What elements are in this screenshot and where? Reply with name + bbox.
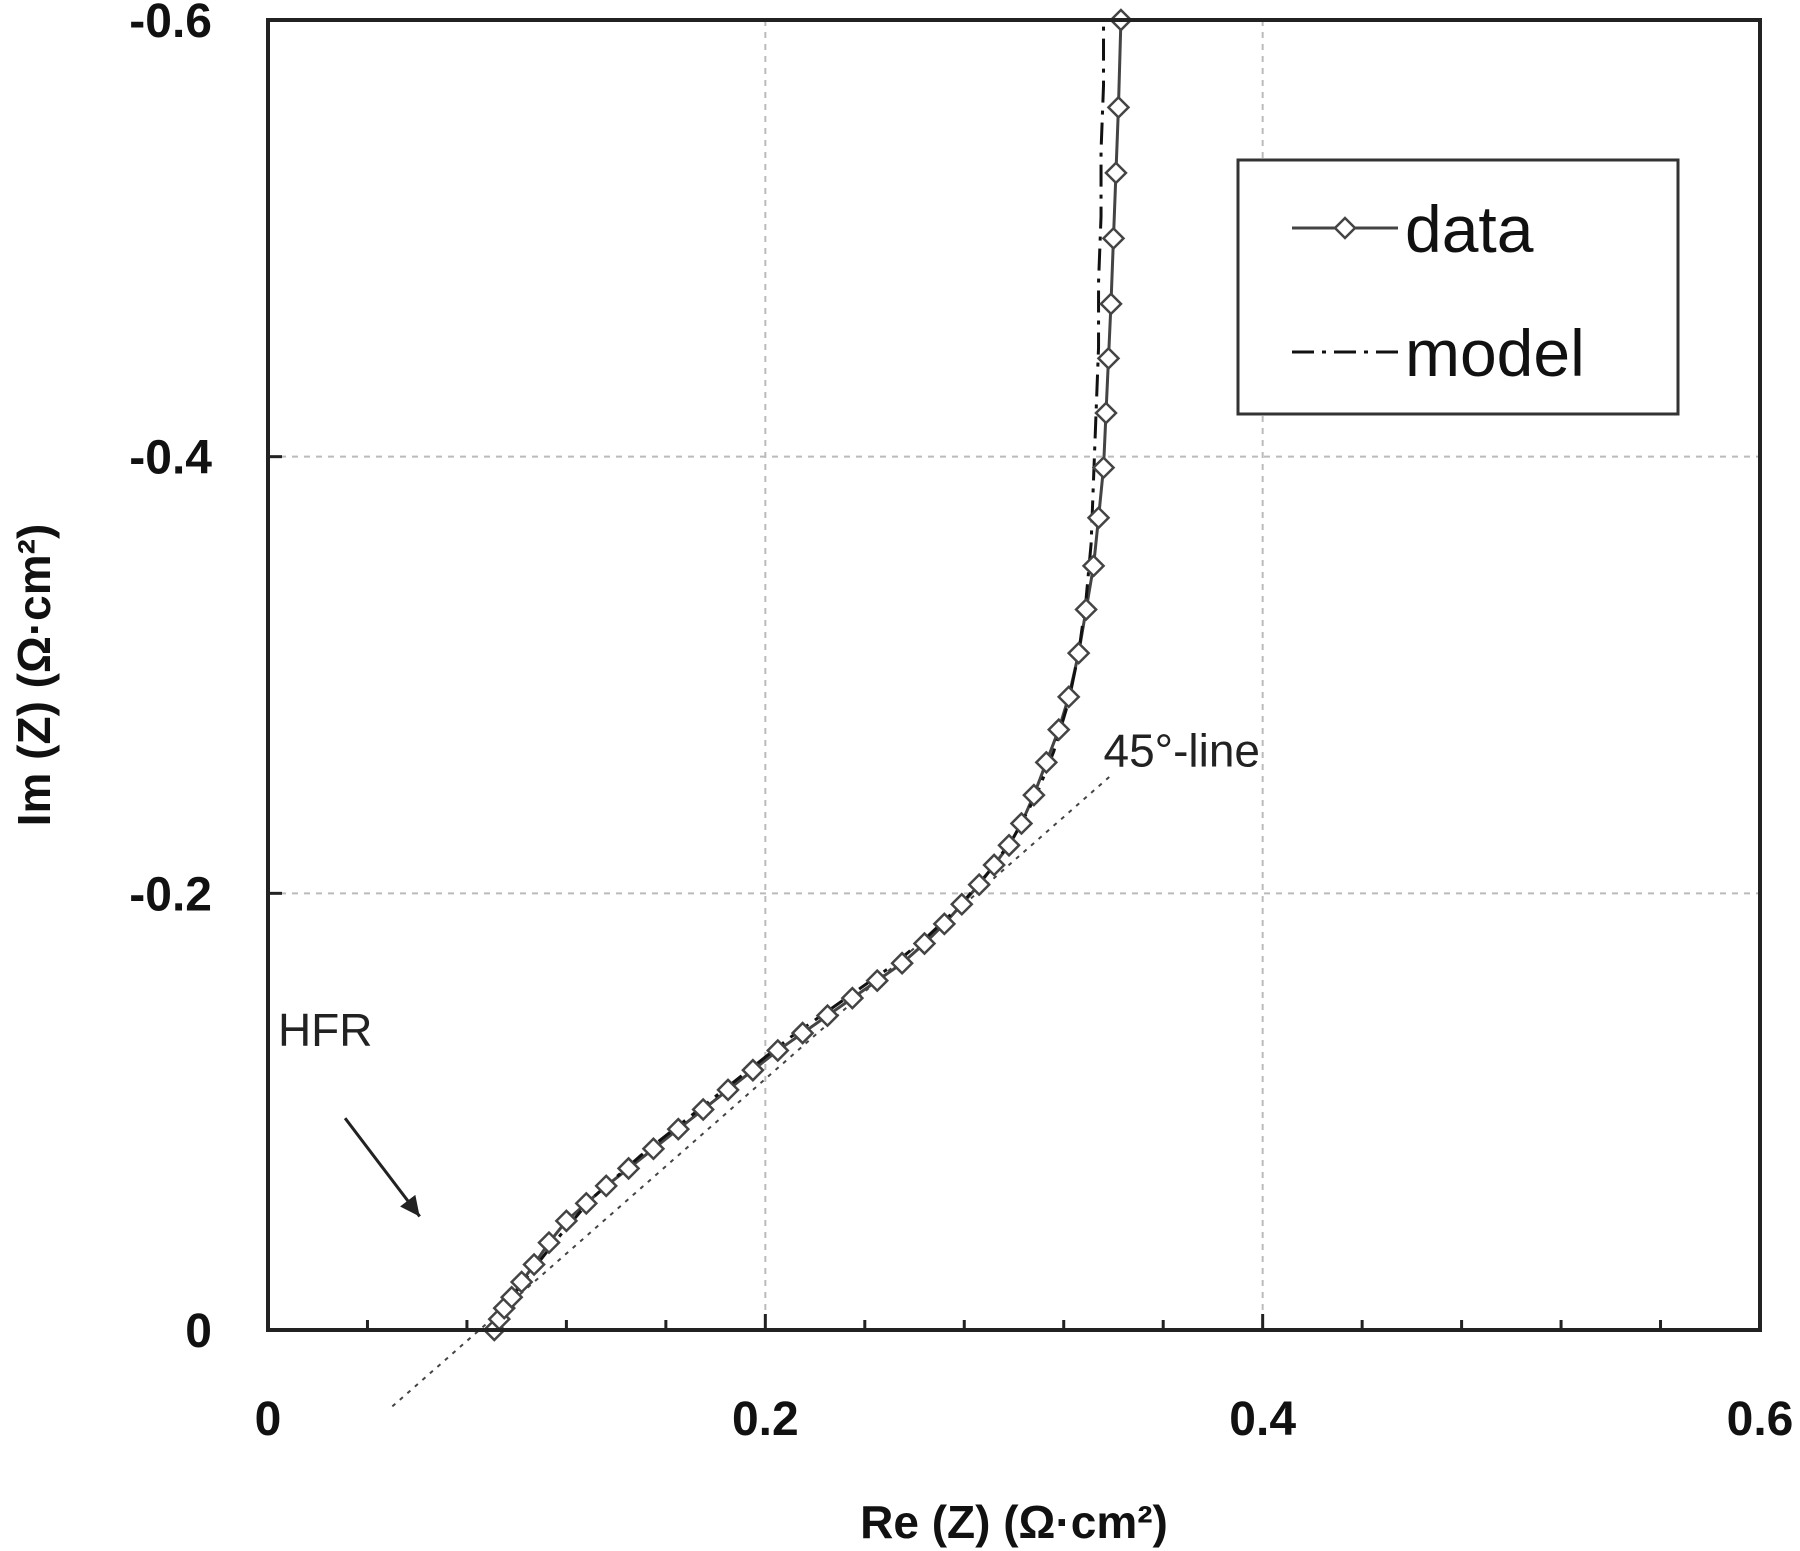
legend-swatch-data-marker <box>1333 216 1357 240</box>
data-point-marker <box>997 833 1021 858</box>
data-point-marker <box>1081 554 1106 578</box>
data-point-marker <box>594 1174 618 1198</box>
data-point-marker <box>716 1078 740 1102</box>
data-point-marker <box>1022 783 1046 807</box>
x-axis-title: Re (Z) (Ω·cm²) <box>860 1496 1168 1548</box>
data-point-marker <box>1056 685 1081 709</box>
plot-frame <box>266 18 1762 1332</box>
data-point-marker <box>1009 811 1034 836</box>
data-point-marker <box>1096 346 1121 371</box>
y-tick-label: 0 <box>185 1305 212 1358</box>
data-point-marker <box>691 1097 715 1122</box>
data-point-marker <box>890 951 914 975</box>
data-point-marker <box>1066 641 1091 665</box>
data-point-marker <box>1104 161 1128 185</box>
data-point-marker <box>509 1270 534 1294</box>
data-point-marker <box>950 892 974 917</box>
data-point-marker <box>1034 750 1059 775</box>
hfr-label: HFR <box>278 1004 373 1056</box>
data-point-marker <box>1074 597 1098 622</box>
data-point-marker <box>522 1252 546 1277</box>
data-point-marker <box>790 1021 815 1045</box>
reference-line-label: 45°-line <box>1104 725 1261 777</box>
data-point-marker <box>666 1117 691 1141</box>
data-point-marker <box>815 1003 840 1028</box>
data-point-marker <box>499 1285 524 1310</box>
x-tick-label: 0.2 <box>732 1393 799 1446</box>
x-tick-label: 0 <box>255 1393 282 1446</box>
y-tick-label: -0.2 <box>129 868 212 921</box>
hfr-arrow-head <box>400 1194 420 1217</box>
axis-ticks <box>266 18 1762 1332</box>
legend-entry-data <box>1292 216 1398 240</box>
y-tick-label: -0.4 <box>129 432 212 485</box>
legend-box <box>1236 158 1680 416</box>
data-point-marker <box>554 1209 579 1233</box>
y-tick-labels: 0 -0.2 -0.4 -0.6 <box>129 0 212 1358</box>
data-point-marker <box>765 1038 790 1063</box>
data-point-marker <box>1106 95 1131 120</box>
hfr-arrow-shaft <box>343 1117 421 1218</box>
data-point-marker <box>537 1230 561 1255</box>
data-point-marker <box>865 968 890 993</box>
y-tick-label: -0.6 <box>129 0 212 48</box>
data-point-marker <box>1099 292 1123 316</box>
data-point-marker <box>641 1137 666 1161</box>
data-point-marker <box>1046 717 1071 742</box>
x-tick-label: 0.4 <box>1229 1393 1296 1446</box>
data-point-marker <box>1101 226 1126 251</box>
legend-label-data: data <box>1405 192 1534 266</box>
legend-label-model: model <box>1405 316 1585 390</box>
data-point-marker <box>840 986 865 1010</box>
series-group <box>482 8 1133 1342</box>
data-point-marker <box>616 1156 641 1181</box>
data-point-marker <box>1086 506 1111 530</box>
data-point-marker <box>912 931 937 956</box>
data-point-marker <box>1094 401 1118 425</box>
legend: data model <box>1236 158 1680 416</box>
data-point-marker <box>741 1058 765 1082</box>
data-point-marker <box>982 853 1006 877</box>
data-point-marker <box>1091 455 1116 480</box>
hfr-arrow <box>343 1117 421 1218</box>
y-axis-title: Im (Z) (Ω·cm²) <box>8 524 60 827</box>
data-point-marker <box>932 912 957 936</box>
x-tick-labels: 0 0.2 0.4 0.6 <box>255 1393 1794 1446</box>
data-point-marker <box>967 872 991 897</box>
data-point-marker <box>574 1191 599 1216</box>
x-tick-label: 0.6 <box>1727 1393 1794 1446</box>
